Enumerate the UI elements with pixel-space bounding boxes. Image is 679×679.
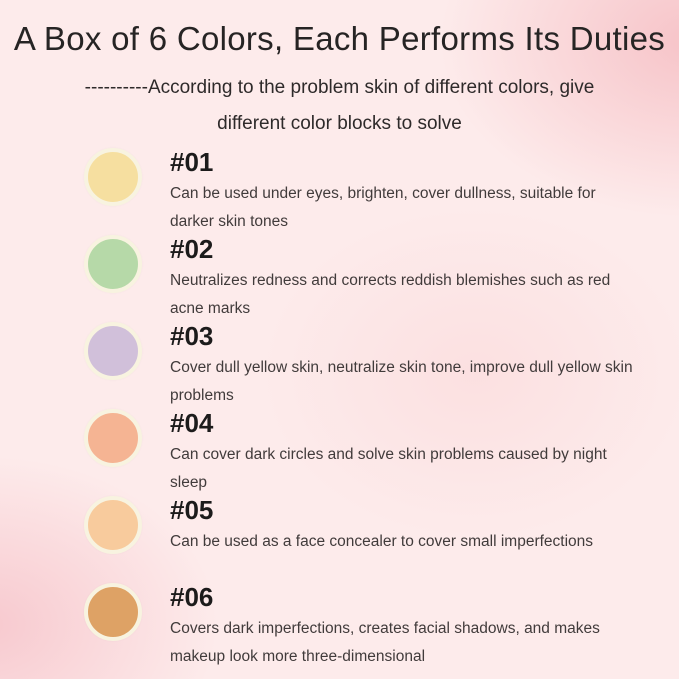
color-row-text: #06 Covers dark imperfections, creates f… <box>170 582 642 670</box>
color-row-05: #05 Can be used as a face concealer to c… <box>84 495 644 582</box>
color-row-03: #03 Cover dull yellow skin, neutralize s… <box>84 321 644 408</box>
page-subtitle: ----------According to the problem skin … <box>0 70 679 142</box>
tan-orange-swatch <box>84 583 142 641</box>
color-description: Can cover dark circles and solve skin pr… <box>170 446 607 491</box>
lilac-purple-swatch <box>84 322 142 380</box>
color-id: #02 <box>170 234 214 264</box>
color-id: #01 <box>170 147 214 177</box>
color-row-text: #05 Can be used as a face concealer to c… <box>170 495 642 556</box>
color-row-text: #01 Can be used under eyes, brighten, co… <box>170 147 642 235</box>
color-description: Cover dull yellow skin, neutralize skin … <box>170 359 633 404</box>
color-row-06: #06 Covers dark imperfections, creates f… <box>84 582 644 669</box>
light-peach-swatch <box>84 496 142 554</box>
color-description: Neutralizes redness and corrects reddish… <box>170 272 611 317</box>
color-description: Can be used as a face concealer to cover… <box>170 533 594 550</box>
color-description: Can be used under eyes, brighten, cover … <box>170 185 596 230</box>
color-row-02: #02 Neutralizes redness and corrects red… <box>84 234 644 321</box>
page-title: A Box of 6 Colors, Each Performs Its Dut… <box>13 20 666 57</box>
header: A Box of 6 Colors, Each Performs Its Dut… <box>0 20 679 142</box>
color-id: #04 <box>170 408 214 438</box>
color-row-text: #04 Can cover dark circles and solve ski… <box>170 408 642 496</box>
color-list: #01 Can be used under eyes, brighten, co… <box>84 147 644 669</box>
subtitle-line-1: ----------According to the problem skin … <box>84 77 595 98</box>
color-row-text: #03 Cover dull yellow skin, neutralize s… <box>170 321 642 409</box>
salmon-swatch <box>84 409 142 467</box>
pale-yellow-swatch <box>84 148 142 206</box>
subtitle-line-2: different color blocks to solve <box>217 113 462 134</box>
color-row-text: #02 Neutralizes redness and corrects red… <box>170 234 642 322</box>
color-id: #03 <box>170 321 214 351</box>
color-description: Covers dark imperfections, creates facia… <box>170 620 600 665</box>
color-row-01: #01 Can be used under eyes, brighten, co… <box>84 147 644 234</box>
color-id: #06 <box>170 582 214 612</box>
color-row-04: #04 Can cover dark circles and solve ski… <box>84 408 644 495</box>
color-id: #05 <box>170 495 214 525</box>
light-green-swatch <box>84 235 142 293</box>
